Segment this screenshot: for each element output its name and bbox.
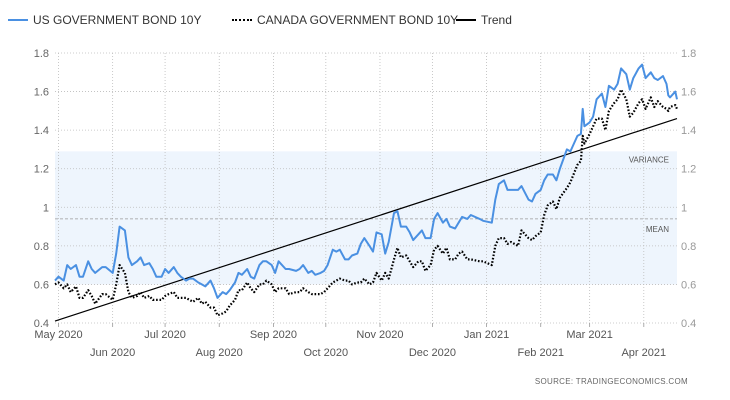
x-tick-label: Sep 2020	[250, 329, 297, 341]
x-tick-label: Nov 2020	[356, 329, 403, 341]
y-tick-label-right: 1	[681, 202, 687, 214]
legend: US GOVERNMENT BOND 10Y CANADA GOVERNMENT…	[0, 0, 730, 40]
x-tick-label: Jun 2020	[90, 347, 135, 359]
legend-swatch-canada	[232, 19, 252, 21]
legend-swatch-us	[8, 19, 28, 21]
y-tick-label-right: 0.4	[681, 318, 696, 330]
x-tick-label: Feb 2021	[517, 347, 563, 359]
y-tick-label-left: 1.4	[34, 125, 49, 137]
trend-line	[54, 118, 678, 322]
x-tick-label: Jan 2021	[464, 329, 509, 341]
legend-item-us[interactable]: US GOVERNMENT BOND 10Y	[8, 12, 201, 28]
x-tick-label: Aug 2020	[196, 347, 243, 359]
y-tick-label-right: 0.6	[681, 279, 696, 291]
legend-label-us: US GOVERNMENT BOND 10Y	[33, 13, 202, 27]
x-tick-label: Oct 2020	[303, 347, 348, 359]
us-series-line	[54, 63, 678, 299]
y-tick-label-left: 1.8	[34, 48, 49, 60]
x-tick-label: Jul 2020	[144, 329, 186, 341]
y-tick-label-right: 1.6	[681, 87, 696, 99]
legend-item-trend[interactable]: Trend	[456, 12, 512, 28]
y-tick-label-left: 0.6	[34, 279, 49, 291]
y-tick-label-left: 1.6	[34, 87, 49, 99]
x-tick-label: Dec 2020	[409, 347, 456, 359]
x-tick-label: Apr 2021	[621, 347, 666, 359]
mean-label: MEAN	[646, 225, 669, 234]
y-tick-label-left: 0.4	[34, 318, 49, 330]
x-tick-label: May 2020	[34, 329, 82, 341]
y-tick-label-left: 0.8	[34, 241, 49, 253]
y-tick-label-right: 1.4	[681, 125, 696, 137]
source-label: SOURCE: TRADINGECONOMICS.COM	[534, 377, 688, 386]
canada-series-line	[54, 88, 679, 317]
legend-label-canada: CANADA GOVERNMENT BOND 10Y	[257, 13, 459, 27]
legend-item-canada[interactable]: CANADA GOVERNMENT BOND 10Y	[232, 12, 458, 28]
x-tick-label: Mar 2021	[566, 329, 612, 341]
variance-label: VARIANCE	[629, 155, 669, 164]
y-tick-label-left: 1.2	[34, 164, 49, 176]
y-tick-label-right: 0.8	[681, 241, 696, 253]
y-tick-label-left: 1	[43, 202, 49, 214]
legend-swatch-trend	[456, 19, 476, 21]
legend-label-trend: Trend	[481, 13, 512, 27]
y-tick-label-right: 1.8	[681, 48, 696, 60]
y-tick-label-right: 1.2	[681, 164, 696, 176]
